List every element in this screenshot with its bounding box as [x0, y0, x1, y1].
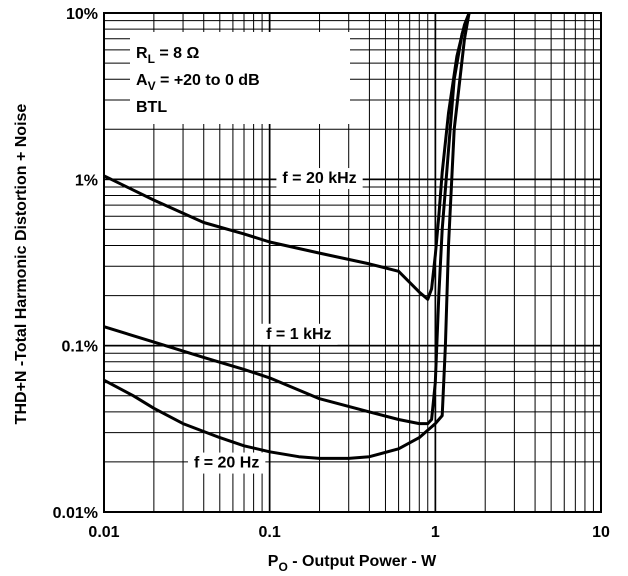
- y-tick-label: 0.1%: [62, 339, 98, 356]
- series-label: f = 20 Hz: [194, 455, 259, 472]
- x-tick-label: 0.1: [259, 524, 281, 541]
- y-tick-label: 10%: [66, 6, 98, 23]
- x-tick-label: 0.01: [88, 524, 119, 541]
- series-line: [103, 12, 471, 460]
- x-tick-label: 10: [592, 524, 610, 541]
- y-tick-label: 0.01%: [53, 505, 98, 522]
- condition-label: RL = 8 Ω: [136, 45, 199, 66]
- label-background: [276, 168, 363, 190]
- series-label: f = 20 kHz: [282, 170, 356, 187]
- label-background: [130, 32, 350, 124]
- condition-label: AV = +20 to 0 dB: [136, 72, 260, 93]
- x-axis-title: PO - Output Power - W: [268, 553, 437, 574]
- y-tick-label: 1%: [75, 172, 98, 189]
- label-background: [187, 452, 266, 474]
- label-background: [260, 323, 338, 345]
- y-axis-title: THD+N -Total Harmonic Distortion + Noise: [13, 104, 30, 425]
- chart-curves: [103, 12, 471, 460]
- condition-label: BTL: [136, 99, 167, 116]
- series-line: [103, 12, 471, 426]
- plot-frame: [103, 12, 602, 513]
- series-line: [103, 12, 471, 301]
- series-label: f = 1 kHz: [266, 326, 331, 343]
- x-tick-label: 1: [431, 524, 440, 541]
- chart-labels: RL = 8 Ω AV = +20 to 0 dB BTL f = 20 kHz f =…: [13, 6, 610, 574]
